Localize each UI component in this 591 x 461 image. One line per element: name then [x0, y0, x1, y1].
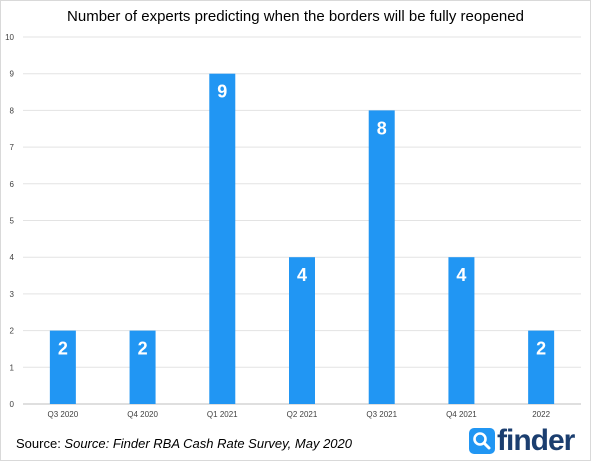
x-tick-label: Q2 2021 [287, 410, 318, 419]
y-tick-label: 10 [5, 33, 14, 42]
bar [129, 330, 156, 404]
bar-value-label: 2 [58, 339, 68, 359]
x-tick-label: Q4 2021 [446, 410, 477, 419]
bar-value-label: 2 [138, 339, 148, 359]
y-tick-label: 0 [10, 400, 15, 409]
y-tick-label: 2 [10, 327, 15, 336]
bar-value-label: 9 [217, 82, 227, 102]
source-note: Source: Source: Finder RBA Cash Rate Sur… [16, 436, 352, 451]
finder-logo: finder [469, 424, 575, 457]
y-tick-label: 6 [10, 180, 15, 189]
x-tick-label: Q4 2020 [127, 410, 158, 419]
finder-wordmark: finder [497, 424, 575, 457]
source-prefix: Source: [16, 436, 65, 451]
bar [49, 330, 76, 404]
gridlines [23, 36, 581, 405]
bar [368, 110, 395, 405]
x-tick-label: Q3 2021 [366, 410, 397, 419]
bar-value-label: 8 [377, 118, 387, 138]
y-tick-label: 3 [10, 290, 15, 299]
y-tick-label: 5 [10, 217, 15, 226]
finder-magnifier-icon [469, 428, 495, 454]
y-tick-label: 4 [10, 253, 15, 262]
x-tick-label: Q1 2021 [207, 410, 238, 419]
bars [49, 73, 555, 405]
x-tick-label: Q3 2020 [48, 410, 79, 419]
x-tick-label: 2022 [532, 410, 550, 419]
bar [448, 257, 475, 404]
source-text: Source: Finder RBA Cash Rate Survey, May… [64, 436, 352, 451]
y-tick-label: 1 [10, 363, 15, 372]
bar [209, 73, 236, 404]
bar-value-label: 4 [456, 265, 466, 285]
y-tick-label: 7 [10, 143, 15, 152]
chart-title: Number of experts predicting when the bo… [67, 8, 524, 25]
bar-value-labels: 2 2 9 4 8 4 2 [58, 82, 546, 359]
y-axis-ticks: 0 1 2 3 4 5 6 7 8 9 10 [5, 33, 14, 409]
x-axis-ticks: Q3 2020 Q4 2020 Q1 2021 Q2 2021 Q3 2021 Q4 20… [48, 410, 551, 419]
bar [289, 257, 315, 404]
bar-value-label: 2 [536, 339, 546, 359]
y-tick-label: 9 [10, 70, 15, 79]
y-tick-label: 8 [10, 106, 15, 115]
bar-value-label: 4 [297, 265, 307, 285]
bar [528, 330, 555, 404]
